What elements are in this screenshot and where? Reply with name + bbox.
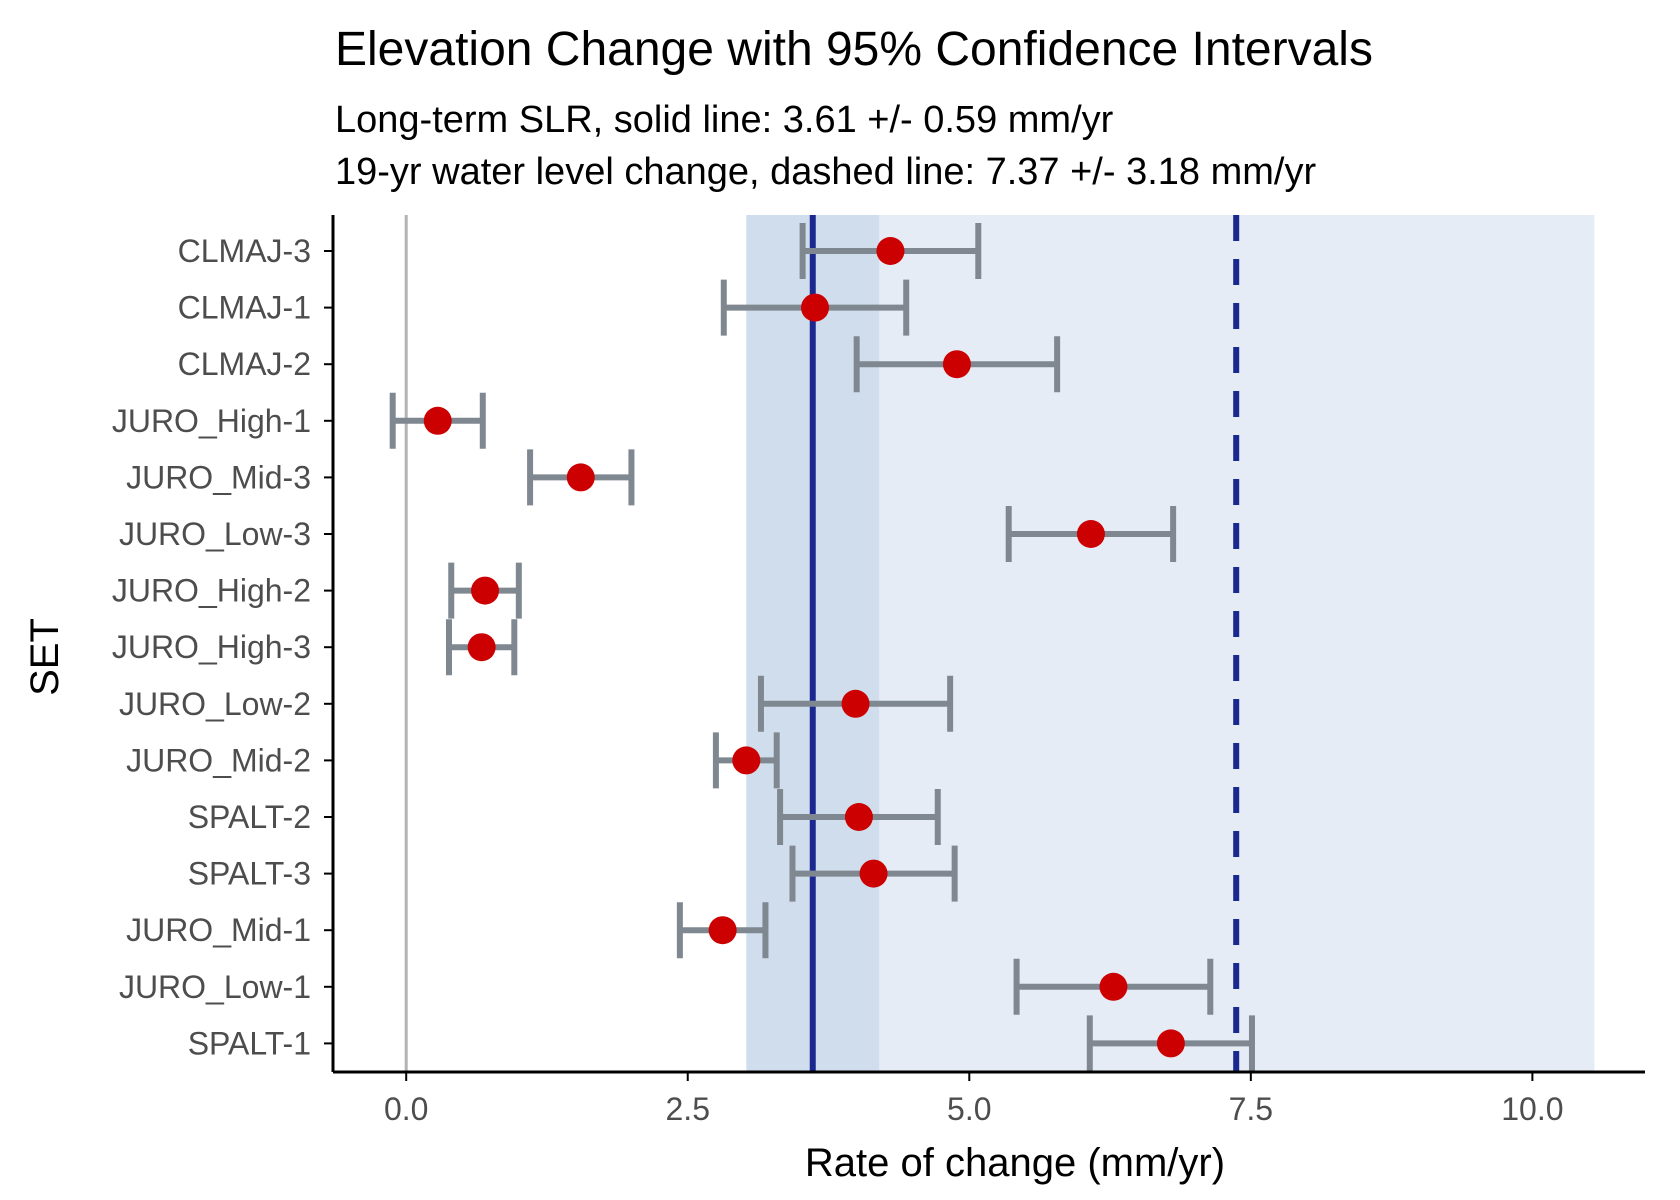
- y-tick-label: CLMAJ-3: [178, 233, 311, 269]
- point-JURO_Low-1: [1099, 972, 1128, 1001]
- x-tick-label: 10.0: [1501, 1091, 1563, 1127]
- point-SPALT-2: [844, 803, 873, 831]
- point-JURO_Mid-2: [732, 746, 761, 775]
- y-tick-label: JURO_High-2: [112, 573, 311, 609]
- point-JURO_Low-2: [841, 689, 870, 718]
- point-JURO_High-3: [467, 633, 496, 662]
- x-tick-label: 2.5: [666, 1091, 710, 1127]
- plot-area: CLMAJ-3 CLMAJ-1 CLMAJ-2 JURO_High-1 JURO_Mid…: [112, 215, 1645, 1127]
- point-CLMAJ-3: [876, 237, 905, 265]
- y-tick-label: SPALT-3: [188, 856, 311, 892]
- chart-subtitle-line-1: Long-term SLR, solid line: 3.61 +/- 0.59…: [335, 99, 1114, 141]
- point-CLMAJ-1: [801, 293, 830, 322]
- point-JURO_High-1: [423, 406, 452, 435]
- point-JURO_Low-3: [1076, 520, 1105, 548]
- chart-title: Elevation Change with 95% Confidence Int…: [335, 23, 1373, 76]
- y-tick-label: JURO_Low-2: [119, 686, 311, 722]
- point-JURO_Mid-3: [566, 463, 595, 492]
- y-tick-label: SPALT-1: [188, 1025, 311, 1061]
- chart-subtitle-line-2: 19-yr water level change, dashed line: 7…: [335, 151, 1316, 193]
- y-tick-label: JURO_High-3: [112, 629, 311, 665]
- y-tick-label: JURO_Mid-1: [126, 912, 311, 948]
- y-tick-label: JURO_Mid-2: [126, 742, 311, 778]
- y-tick-label: CLMAJ-1: [178, 290, 311, 326]
- x-axis-title: Rate of change (mm/yr): [805, 1141, 1225, 1185]
- y-tick-label: JURO_Low-3: [119, 516, 311, 552]
- y-tick-label: CLMAJ-2: [178, 346, 311, 382]
- point-SPALT-1: [1156, 1029, 1185, 1058]
- y-tick-label: JURO_Mid-3: [126, 459, 311, 495]
- x-tick-label: 7.5: [1229, 1091, 1273, 1127]
- point-JURO_High-2: [471, 576, 500, 605]
- y-tick-label: JURO_Low-1: [119, 969, 311, 1005]
- point-CLMAJ-2: [942, 350, 971, 379]
- y-tick-label: SPALT-2: [188, 799, 311, 835]
- point-JURO_Mid-1: [708, 916, 737, 945]
- point-SPALT-3: [859, 859, 888, 888]
- x-tick-label: 5.0: [947, 1091, 991, 1127]
- x-tick-label: 0.0: [384, 1091, 428, 1127]
- y-tick-label: JURO_High-1: [112, 403, 311, 439]
- y-axis-title: SET: [23, 618, 67, 696]
